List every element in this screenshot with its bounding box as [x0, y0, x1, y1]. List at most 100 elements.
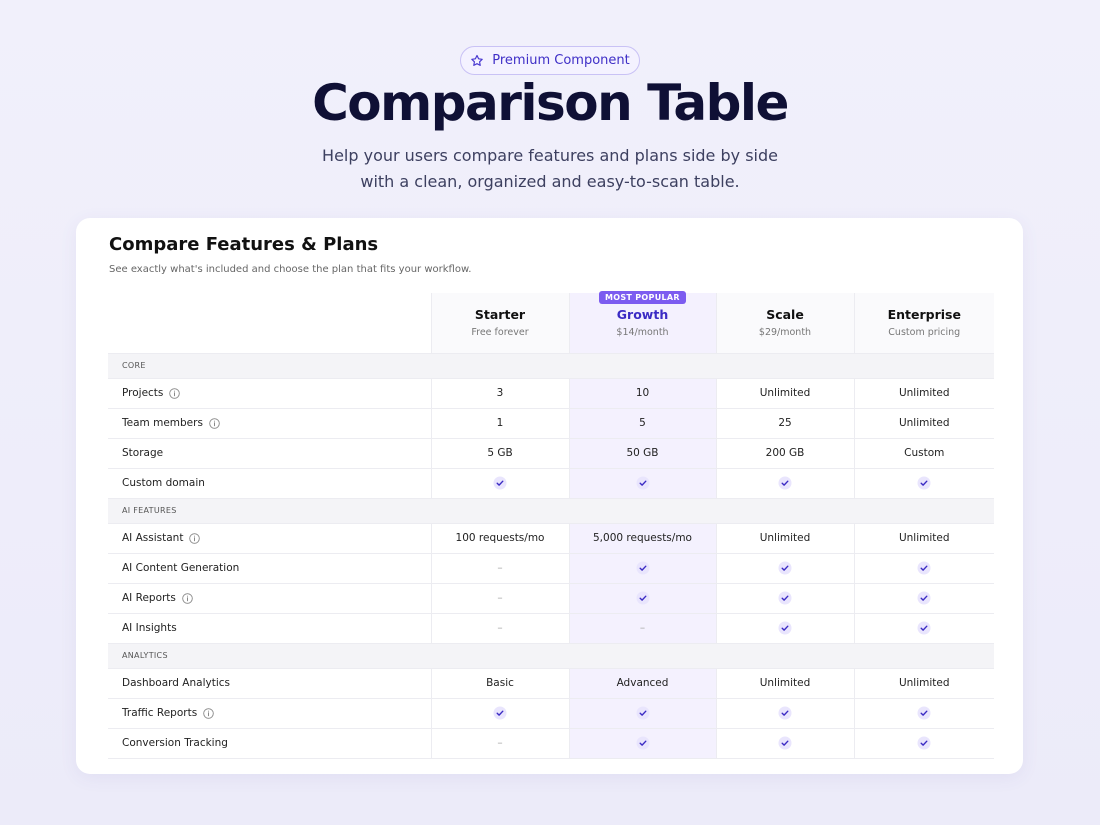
feature-cell: AI Insights — [108, 613, 431, 644]
cell-value: Basic — [486, 677, 514, 689]
check-icon — [917, 591, 931, 605]
check-wrap — [432, 706, 569, 720]
plan-cell: 25 — [715, 408, 854, 439]
plan-price: $29/month — [758, 327, 812, 339]
feature-row: Custom domain — [108, 468, 994, 499]
feature-name: Dashboard Analytics — [122, 677, 230, 689]
feature-row: Storage 5 GB 50 GB 200 GB Custom — [108, 438, 994, 469]
plan-name: Scale — [766, 307, 804, 323]
feature-row: Conversion Tracking – — [108, 728, 995, 759]
check-icon — [636, 736, 649, 750]
plan-cell: Unlimited — [853, 523, 994, 554]
plan-cell — [853, 613, 995, 644]
feature-cell: AI Content Generation — [108, 553, 431, 584]
plan-cell: 50 GB — [568, 438, 716, 469]
cell-value: 200 GB — [765, 447, 805, 459]
section-label: CORE — [108, 353, 994, 379]
cell-value: Unlimited — [759, 677, 811, 689]
info-icon — [169, 387, 181, 399]
feature-name: AI Reports — [122, 592, 176, 604]
plan-cell: Unlimited — [853, 408, 994, 439]
feature-cell: Traffic Reports — [108, 698, 431, 729]
check-wrap — [855, 706, 995, 720]
badge: Premium Component — [460, 46, 640, 75]
check-icon — [493, 476, 507, 490]
plan-cell: 1 — [430, 408, 569, 439]
plan-name: Starter — [474, 307, 526, 323]
feature-cell: Conversion Tracking — [108, 728, 431, 759]
popular-badge: MOST POPULAR — [599, 291, 686, 304]
check-wrap — [855, 736, 995, 750]
check-wrap — [855, 561, 995, 575]
feature-cell: AI Assistant — [108, 523, 431, 554]
feature-name: AI Content Generation — [122, 562, 240, 574]
check-icon — [493, 706, 507, 720]
plan-name: Growth — [616, 307, 669, 323]
check-wrap — [717, 706, 854, 720]
feature-cell: Storage — [108, 438, 431, 469]
section-row: CORE — [108, 353, 994, 379]
check-wrap — [570, 476, 716, 490]
feature-name: Custom domain — [122, 477, 205, 489]
plan-cell — [568, 553, 716, 584]
feature-row: Dashboard Analytics Basic Advanced Unlimite… — [108, 668, 994, 699]
plan-cell: 200 GB — [715, 438, 854, 469]
cell-value: 50 GB — [626, 447, 659, 459]
cell-value: – — [497, 592, 503, 604]
cell-value: 10 — [635, 387, 650, 399]
plan-cell: – — [568, 613, 716, 644]
check-wrap — [717, 476, 854, 490]
plan-cell: Unlimited — [715, 378, 854, 409]
plan-header: Enterprise Custom pricing — [853, 293, 994, 354]
check-icon — [636, 476, 649, 490]
cell-value: Custom — [904, 447, 945, 459]
info-icon — [182, 592, 193, 604]
plan-cell — [430, 468, 569, 499]
feature-cell: Team members — [108, 408, 431, 439]
info-icon — [203, 707, 214, 719]
check-wrap — [570, 591, 716, 605]
plan-cell: – — [430, 613, 569, 644]
feature-cell: Custom domain — [108, 468, 431, 499]
feature-row: AI Content Generation – — [108, 553, 995, 584]
check-wrap — [855, 591, 995, 605]
plan-cell — [568, 698, 716, 729]
card-title: Compare Features & Plans — [109, 234, 379, 255]
cell-value: Unlimited — [759, 532, 811, 544]
feature-name: AI Insights — [122, 622, 177, 634]
check-icon — [917, 621, 931, 635]
feature-name: Traffic Reports — [122, 707, 198, 719]
plan-cell — [853, 728, 995, 759]
feature-row: AI Assistant 100 requests/mo 5,000 request… — [108, 523, 994, 554]
plan-cell: 5 — [568, 408, 716, 439]
feature-name: Storage — [122, 447, 164, 459]
check-wrap — [855, 621, 995, 635]
cell-value: Advanced — [616, 677, 669, 689]
info-icon — [189, 532, 201, 544]
plan-cell — [853, 468, 994, 499]
check-icon — [917, 476, 931, 490]
plan-name: Enterprise — [887, 307, 961, 323]
feature-cell: Projects — [108, 378, 431, 409]
plan-cell: 3 — [430, 378, 569, 409]
cell-value: – — [639, 622, 646, 634]
plan-cell — [715, 613, 854, 644]
check-wrap — [570, 706, 716, 720]
cell-value: – — [497, 737, 503, 749]
cell-value: 5 — [639, 417, 646, 429]
plan-cell: Unlimited — [853, 378, 994, 409]
plan-cell: Custom — [853, 438, 994, 469]
plan-cell: Unlimited — [715, 668, 854, 699]
plan-cell: Unlimited — [715, 523, 854, 554]
check-icon — [917, 736, 931, 750]
check-icon — [636, 591, 649, 605]
plan-price: Free forever — [471, 327, 529, 339]
plan-cell: – — [430, 728, 569, 759]
plan-cell — [715, 468, 854, 499]
plan-cell — [568, 583, 716, 614]
feature-name: Projects — [122, 387, 164, 399]
check-wrap — [570, 561, 716, 575]
cell-value: Unlimited — [759, 387, 811, 399]
check-icon — [778, 591, 792, 605]
plan-cell — [715, 698, 854, 729]
